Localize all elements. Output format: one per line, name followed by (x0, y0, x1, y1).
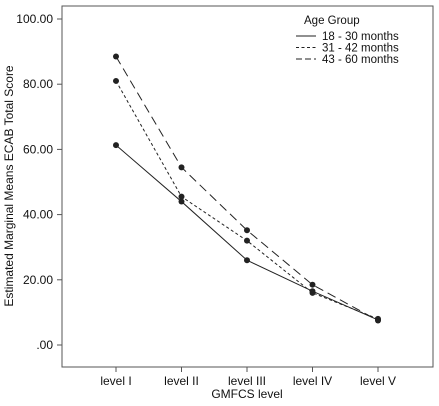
legend-label: 31 - 42 months (322, 43, 399, 55)
y-tick-label: .00 (36, 338, 53, 352)
data-point (309, 289, 316, 296)
y-tick-label: 80.00 (23, 77, 53, 91)
data-point (375, 317, 381, 324)
series-line (115, 56, 379, 321)
x-tick-label: level II (164, 374, 199, 388)
data-point (113, 142, 119, 149)
y-tick-label: 100.00 (16, 12, 53, 26)
x-axis: level I level II level III level IV level V (100, 367, 396, 388)
series-layer (113, 53, 381, 324)
plot-area (61, 5, 434, 368)
legend-label: 18 - 30 months (322, 31, 399, 43)
legend-label: 43 - 60 months (322, 54, 399, 66)
data-point (113, 77, 119, 84)
y-tick-label: 20.00 (23, 273, 53, 287)
legend-title: Age Group (304, 15, 360, 27)
data-point (244, 227, 250, 234)
data-point (178, 164, 185, 171)
x-tick-label: level IV (293, 374, 332, 388)
y-axis-title: Estimated Marginal Means ECAB Total Scor… (2, 65, 16, 307)
y-tick-label: 60.00 (23, 142, 53, 156)
data-point (113, 53, 119, 60)
data-point (178, 193, 185, 200)
x-tick-label: level III (228, 374, 266, 388)
data-point (244, 237, 250, 244)
y-tick-label: 40.00 (23, 208, 53, 222)
x-tick-label: level I (100, 374, 131, 388)
data-point (309, 281, 316, 288)
y-axis: .00 20.00 40.00 60.00 80.00 100.00 (16, 12, 62, 352)
x-axis-title: GMFCS level (211, 387, 282, 401)
x-tick-label: level V (360, 374, 396, 388)
data-point (178, 198, 185, 205)
data-point (244, 257, 250, 264)
